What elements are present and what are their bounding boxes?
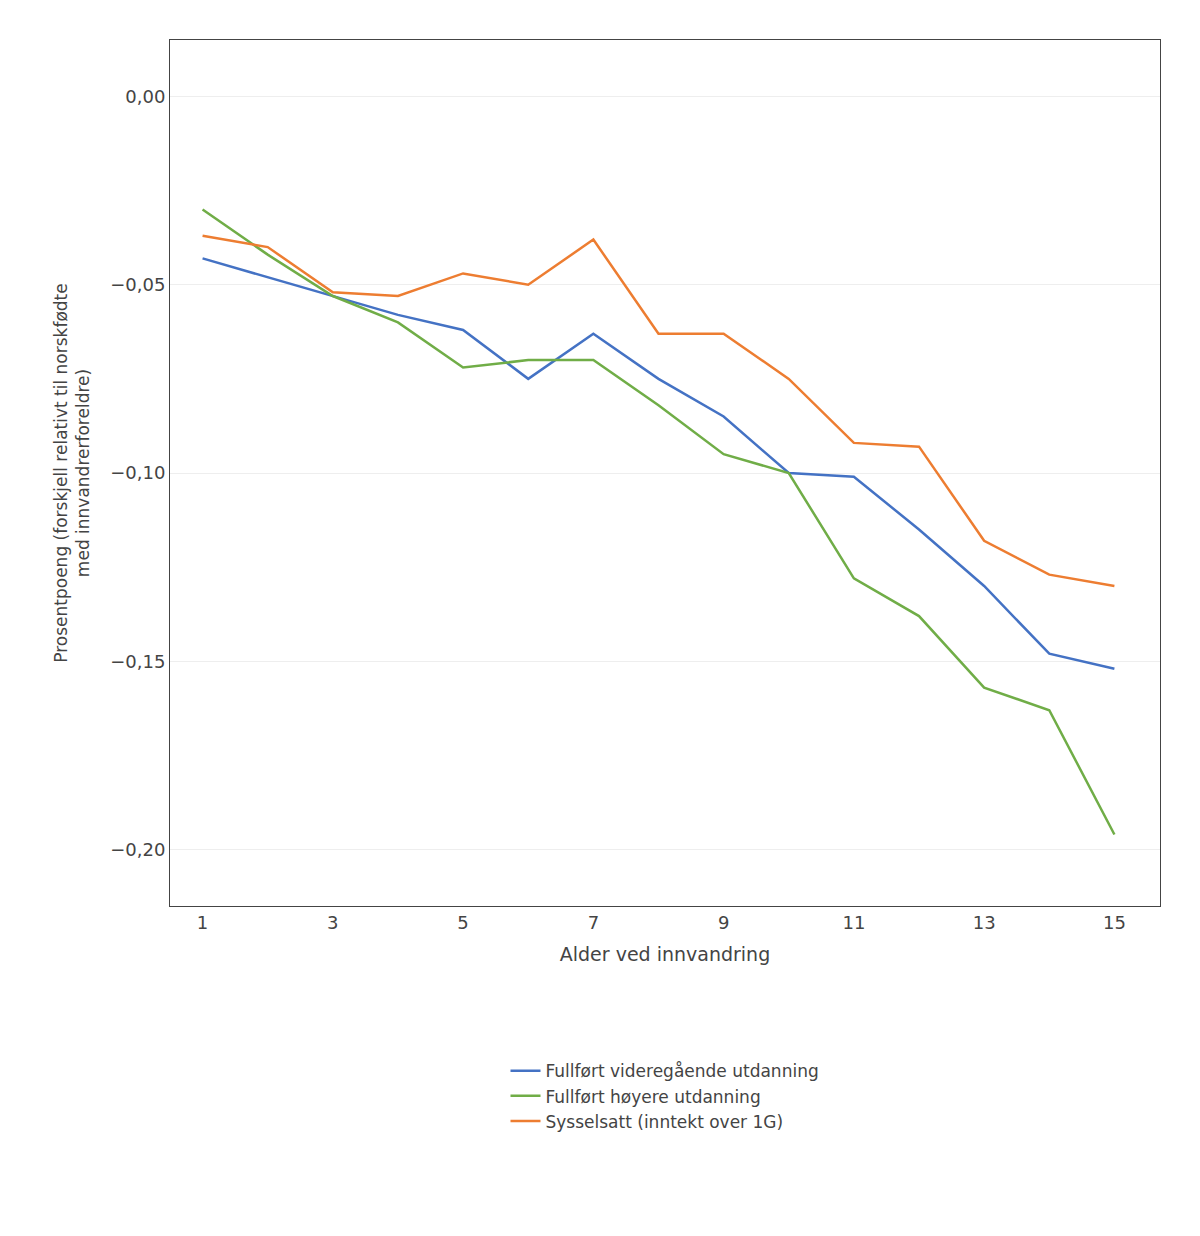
svg-text:11: 11 [842, 912, 865, 933]
svg-text:−0,20: −0,20 [110, 839, 165, 860]
svg-text:9: 9 [718, 912, 729, 933]
svg-text:−0,05: −0,05 [110, 274, 165, 295]
svg-text:Alder ved innvandring: Alder ved innvandring [560, 943, 770, 965]
svg-text:13: 13 [973, 912, 996, 933]
svg-text:−0,15: −0,15 [110, 651, 165, 672]
svg-text:Sysselsatt (inntekt over 1G): Sysselsatt (inntekt over 1G) [546, 1112, 784, 1132]
svg-text:Fullført høyere utdanning: Fullført høyere utdanning [546, 1087, 761, 1107]
svg-text:15: 15 [1103, 912, 1126, 933]
svg-text:Fullført videregående utdannin: Fullført videregående utdanning [546, 1061, 819, 1081]
svg-text:0,00: 0,00 [125, 86, 165, 107]
svg-text:5: 5 [457, 912, 468, 933]
svg-text:Prosentpoeng (forskjell relati: Prosentpoeng (forskjell relativt til nor… [51, 283, 93, 663]
svg-text:3: 3 [327, 912, 338, 933]
svg-text:1: 1 [197, 912, 208, 933]
svg-text:7: 7 [588, 912, 599, 933]
svg-text:−0,10: −0,10 [110, 462, 165, 483]
